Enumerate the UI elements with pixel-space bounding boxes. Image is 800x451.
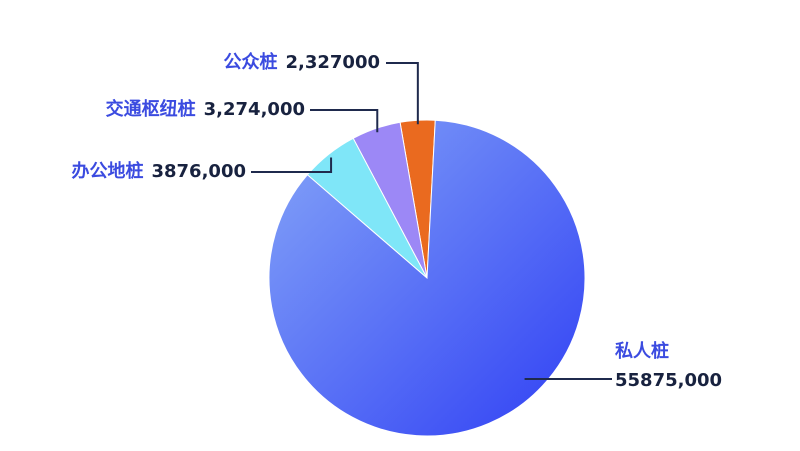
- slice-label: 办公地桩 3876,000: [71, 160, 246, 182]
- leader-line: [386, 62, 419, 125]
- label-name: 公众桩: [223, 51, 277, 73]
- leader-line: [310, 109, 379, 133]
- slice-label: 交通枢纽桩 3,274,000: [106, 98, 305, 120]
- label-value: 3,274,000: [204, 99, 305, 120]
- leader-line: [251, 157, 333, 173]
- label-value: 55875,000: [615, 370, 722, 391]
- pie-slice: [268, 119, 586, 437]
- label-value: 2,327000: [285, 52, 380, 73]
- label-value: 3876,000: [151, 161, 246, 182]
- label-name: 交通枢纽桩: [106, 98, 196, 120]
- label-name: 办公地桩: [71, 160, 143, 182]
- slice-label: 公众桩 2,327000: [223, 51, 380, 73]
- label-name: 私人桩: [615, 340, 669, 362]
